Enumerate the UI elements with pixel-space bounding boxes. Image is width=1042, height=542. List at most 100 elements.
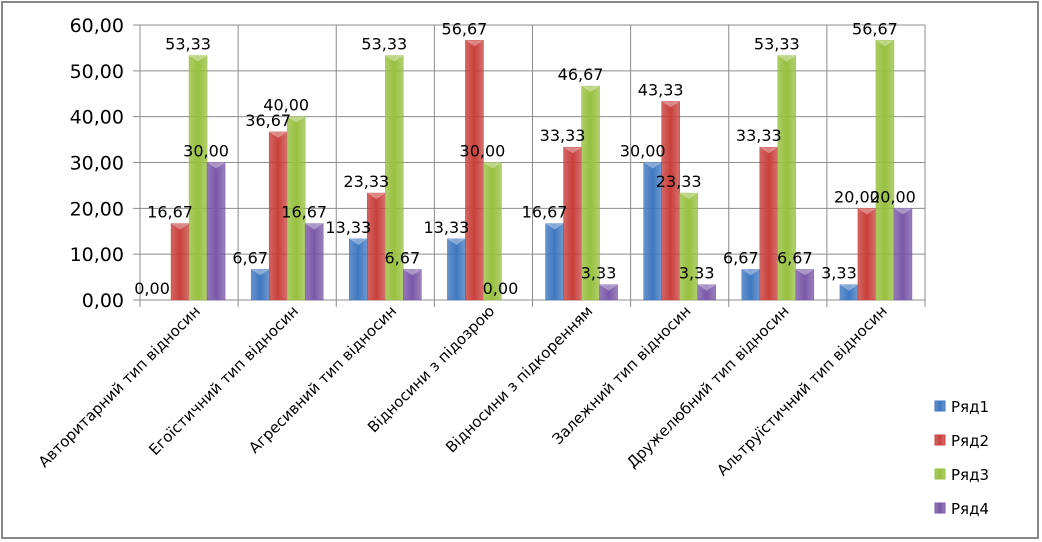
- bar-bevel: [171, 223, 190, 230]
- y-axis: 0,00 10,00 20,00 30,00 40,00 50,00 60,00: [70, 15, 124, 312]
- legend-swatch-Ряд3: [934, 468, 946, 480]
- bar-Ряд4: [697, 284, 716, 301]
- bar-bevel: [893, 208, 912, 215]
- data-label: 46,67: [558, 65, 604, 84]
- bar-bevel: [349, 238, 368, 245]
- x-tick-label: Авторитарний тип відносин: [35, 302, 204, 471]
- bar-bevel: [759, 147, 778, 154]
- legend-label: Ряд3: [951, 466, 989, 484]
- bar-Ряд3: [188, 55, 208, 301]
- bar-bevel: [643, 162, 662, 169]
- legend-swatch-Ряд4: [934, 502, 946, 514]
- data-label: 20,00: [834, 187, 880, 206]
- data-labels: 0,0016,6753,3330,006,6736,6740,0016,6713…: [134, 19, 916, 298]
- data-label: 6,67: [777, 248, 813, 267]
- bar-bevel: [305, 223, 324, 230]
- data-label: 3,33: [821, 264, 857, 283]
- data-label: 3,33: [581, 264, 617, 283]
- bar-Ряд2: [367, 192, 386, 301]
- bar-Ряд3: [875, 40, 895, 301]
- data-label: 16,67: [522, 203, 568, 222]
- bar-bevel: [857, 208, 876, 215]
- data-label: 13,33: [325, 218, 371, 237]
- bar-Ряд3: [777, 55, 797, 301]
- bar-bevel: [447, 238, 466, 245]
- data-label: 0,00: [483, 279, 519, 298]
- bar-bevel: [661, 101, 680, 108]
- bar-bevel: [367, 193, 386, 200]
- bar-bevel: [599, 284, 618, 291]
- data-label: 0,00: [134, 279, 170, 298]
- data-label: 53,33: [361, 35, 407, 54]
- bar-Ряд4: [599, 284, 618, 301]
- bar-bevel: [269, 131, 288, 138]
- bar-bevel: [679, 193, 698, 200]
- data-label: 6,67: [385, 248, 421, 267]
- y-tick-label: 20,00: [70, 198, 124, 220]
- data-label: 30,00: [460, 142, 506, 161]
- y-tick-label: 10,00: [70, 244, 124, 266]
- data-label: 43,33: [638, 80, 684, 99]
- x-tick-label: Альтруїстичний тип відносин: [713, 302, 890, 479]
- data-label: 30,00: [620, 142, 666, 161]
- bar-bevel: [483, 162, 502, 169]
- bar-Ряд1: [349, 238, 368, 301]
- bar-bevel: [581, 86, 600, 93]
- bar-Ряд2: [563, 146, 582, 301]
- data-label: 13,33: [424, 218, 470, 237]
- bar-bevel: [385, 55, 404, 62]
- bar-Ряд2: [759, 146, 779, 301]
- bar-bevel: [189, 55, 208, 62]
- bars: [170, 40, 913, 301]
- y-tick-label: 0,00: [82, 290, 124, 312]
- data-label: 3,33: [679, 264, 715, 283]
- bar-bevel: [207, 162, 226, 169]
- data-label: 56,67: [442, 19, 488, 38]
- bar-bevel: [563, 147, 582, 154]
- bar-Ряд4: [304, 223, 324, 301]
- bar-Ряд1: [447, 238, 466, 301]
- data-label: 16,67: [147, 203, 193, 222]
- bar-Ряд3: [385, 55, 404, 301]
- data-label: 30,00: [183, 142, 229, 161]
- bar-Ряд4: [206, 162, 226, 301]
- data-label: 33,33: [540, 126, 586, 145]
- data-label: 16,67: [281, 203, 327, 222]
- bar-bevel: [251, 269, 270, 276]
- bar-Ряд3: [483, 162, 502, 301]
- bar-Ряд3: [679, 192, 698, 301]
- bar-Ряд2: [857, 208, 877, 301]
- bar-Ряд2: [661, 101, 680, 301]
- data-label: 53,33: [754, 35, 800, 54]
- bar-bevel: [403, 269, 422, 276]
- y-tick-label: 40,00: [70, 107, 124, 129]
- bar-bevel: [545, 223, 564, 230]
- legend-label: Ряд4: [951, 500, 989, 518]
- bar-bevel: [287, 116, 306, 123]
- legend: Ряд1 Ряд2 Ряд3 Ряд4: [934, 398, 989, 518]
- legend-swatch-Ряд1: [934, 400, 946, 412]
- data-label: 40,00: [263, 96, 309, 115]
- bar-Ряд3: [286, 116, 306, 301]
- bar-bevel: [839, 284, 858, 291]
- data-label: 23,33: [656, 172, 702, 191]
- bar-Ряд3: [581, 85, 600, 301]
- bar-Ряд4: [403, 269, 422, 301]
- bar-Ряд2: [465, 40, 484, 301]
- data-label: 56,67: [852, 19, 898, 38]
- bar-Ряд1: [545, 223, 564, 301]
- bar-Ряд4: [893, 208, 913, 301]
- bar-bevel: [697, 284, 716, 291]
- bar-bevel: [777, 55, 796, 62]
- y-tick-label: 60,00: [70, 15, 124, 37]
- bar-Ряд2: [170, 223, 190, 301]
- data-label: 20,00: [870, 187, 916, 206]
- data-label: 36,67: [245, 111, 291, 130]
- legend-label: Ряд2: [951, 432, 989, 450]
- x-tick-label: Дружелюбний тип відносин: [623, 302, 792, 471]
- bar-bevel: [795, 269, 814, 276]
- bar-bevel: [741, 269, 760, 276]
